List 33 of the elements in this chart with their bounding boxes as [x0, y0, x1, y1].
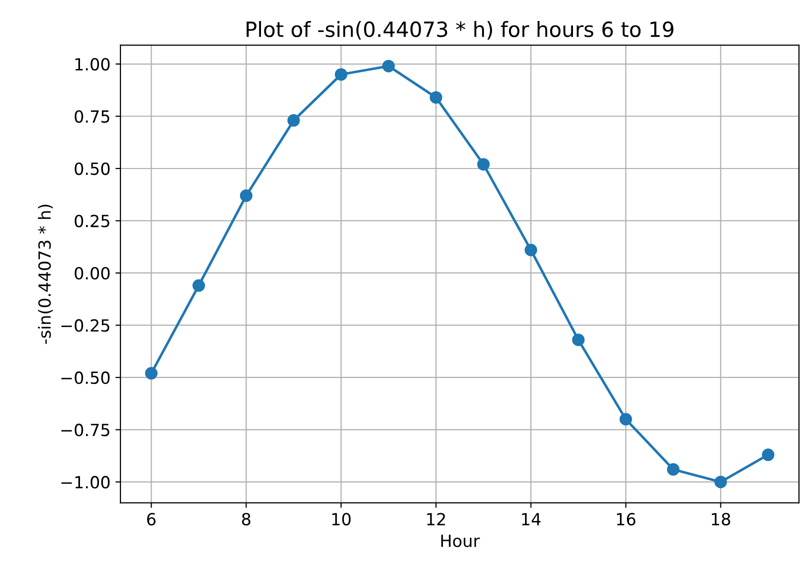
- point: [430, 91, 442, 104]
- y-tick-label: −0.25: [61, 319, 110, 332]
- point: [477, 158, 490, 171]
- point: [762, 448, 774, 462]
- point: [240, 189, 252, 202]
- x-tick-label: 18: [712, 512, 730, 526]
- point: [620, 413, 632, 426]
- point: [192, 279, 205, 292]
- point: [287, 114, 300, 127]
- x-tick-label: 12: [427, 512, 445, 526]
- chart-title: Plot of -sin(0.44073 * h) for hours 6 to 19: [246, 21, 674, 40]
- point: [382, 60, 395, 72]
- x-axis-title: Hour: [441, 534, 480, 548]
- y-tick-label: 0.75: [74, 110, 110, 123]
- point: [714, 476, 727, 488]
- y-tick-label: −0.50: [61, 371, 110, 384]
- y-tick-label: −1.00: [61, 476, 110, 489]
- point: [572, 334, 585, 346]
- x-tick-label: 10: [332, 512, 351, 526]
- x-tick-label: 14: [522, 513, 541, 526]
- point: [334, 68, 348, 81]
- y-axis-title: -sin(0.44073 * h): [38, 204, 53, 344]
- y-tick-label: 0.25: [74, 214, 110, 228]
- y-tick-label: 0.50: [74, 162, 110, 176]
- x-tick-label: 6: [147, 512, 156, 526]
- point: [524, 244, 538, 256]
- y-tick-label: 1.00: [75, 58, 110, 71]
- point: [666, 463, 680, 476]
- point: [145, 367, 158, 380]
- x-tick-label: 8: [242, 512, 250, 526]
- y-tick-label: −0.75: [61, 424, 110, 436]
- y-tick-label: 0.00: [74, 266, 110, 280]
- x-tick-label: 16: [617, 512, 636, 526]
